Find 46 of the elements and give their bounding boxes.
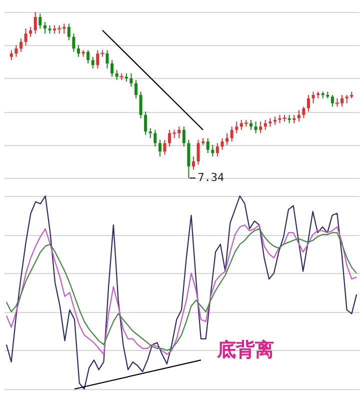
candlestick bbox=[206, 138, 210, 154]
candlestick bbox=[211, 144, 214, 157]
candlestick bbox=[182, 126, 186, 147]
candlestick bbox=[196, 139, 200, 166]
candlestick bbox=[139, 91, 142, 119]
candlestick bbox=[230, 126, 234, 142]
candlestick bbox=[220, 138, 224, 150]
candlestick bbox=[235, 121, 238, 134]
candlestick bbox=[24, 28, 28, 46]
candlestick bbox=[306, 94, 310, 112]
candlestick bbox=[106, 50, 109, 69]
candlestick bbox=[29, 26, 32, 38]
candlestick bbox=[259, 121, 262, 134]
candlestick bbox=[158, 139, 162, 157]
candlestick bbox=[297, 109, 300, 122]
candlestick bbox=[187, 139, 190, 178]
candlestick bbox=[14, 44, 18, 58]
candlestick bbox=[226, 132, 229, 146]
candlestick bbox=[249, 119, 252, 130]
candlestick bbox=[110, 60, 114, 78]
candlestick bbox=[67, 23, 70, 41]
candlestick bbox=[115, 70, 118, 81]
candlestick bbox=[76, 44, 80, 58]
candlestick bbox=[38, 13, 42, 30]
candlestick bbox=[34, 12, 37, 34]
candlestick bbox=[148, 128, 152, 139]
annotation: 7.34 bbox=[198, 171, 225, 184]
candlestick bbox=[86, 50, 90, 64]
candlestick bbox=[192, 156, 195, 170]
candlestick bbox=[43, 21, 46, 34]
candlestick bbox=[330, 94, 334, 108]
candlestick bbox=[302, 106, 306, 119]
candlestick bbox=[91, 56, 94, 69]
candlestick bbox=[216, 142, 219, 157]
annotation: 底背离 bbox=[216, 338, 274, 361]
candlestick bbox=[72, 33, 76, 52]
candlestick bbox=[144, 111, 148, 136]
candlestick bbox=[312, 91, 315, 104]
candlestick bbox=[254, 121, 258, 134]
candlestick bbox=[134, 80, 138, 99]
candlestick bbox=[10, 50, 13, 61]
candlestick bbox=[264, 119, 267, 130]
candlestick bbox=[154, 129, 157, 147]
candlestick bbox=[130, 72, 133, 88]
candlestick bbox=[163, 139, 166, 156]
candlestick bbox=[19, 38, 22, 52]
